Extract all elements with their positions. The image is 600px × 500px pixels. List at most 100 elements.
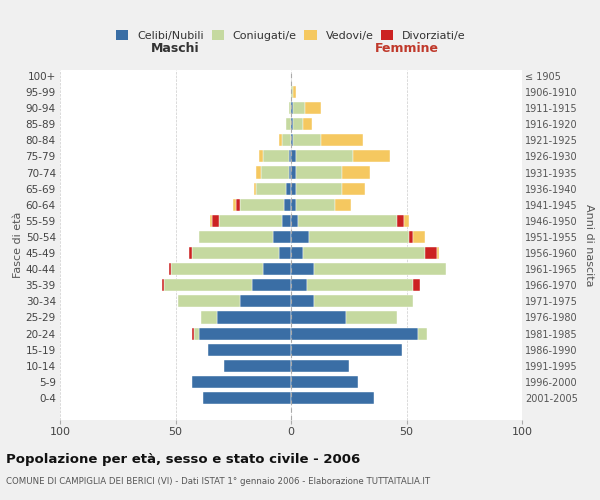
Bar [291, 166, 296, 178]
Bar [291, 344, 402, 356]
Bar [321, 134, 362, 146]
Bar [291, 312, 346, 324]
Bar [305, 102, 321, 114]
Bar [291, 328, 418, 340]
Bar [437, 247, 439, 259]
Bar [291, 231, 310, 243]
Bar [289, 150, 291, 162]
Bar [296, 198, 335, 211]
Bar [404, 215, 409, 227]
Bar [282, 215, 291, 227]
Bar [293, 134, 321, 146]
Bar [233, 198, 236, 211]
Bar [194, 328, 199, 340]
Bar [314, 296, 413, 308]
Bar [314, 263, 446, 275]
Bar [212, 215, 220, 227]
Bar [291, 86, 293, 98]
Bar [291, 215, 298, 227]
Bar [280, 134, 282, 146]
Bar [220, 215, 282, 227]
Bar [171, 263, 263, 275]
Bar [208, 344, 291, 356]
Bar [256, 166, 261, 178]
Bar [272, 231, 291, 243]
Bar [291, 118, 293, 130]
Bar [296, 150, 353, 162]
Bar [164, 279, 252, 291]
Bar [425, 247, 437, 259]
Bar [280, 247, 291, 259]
Bar [289, 166, 291, 178]
Y-axis label: Fasce di età: Fasce di età [13, 212, 23, 278]
Bar [296, 166, 342, 178]
Bar [240, 296, 291, 308]
Bar [291, 392, 374, 404]
Bar [291, 360, 349, 372]
Bar [335, 198, 351, 211]
Bar [291, 247, 302, 259]
Bar [161, 279, 164, 291]
Bar [256, 182, 286, 194]
Bar [224, 360, 291, 372]
Bar [342, 166, 370, 178]
Bar [346, 312, 397, 324]
Bar [286, 182, 291, 194]
Y-axis label: Anni di nascita: Anni di nascita [584, 204, 595, 286]
Bar [293, 86, 296, 98]
Bar [413, 279, 421, 291]
Bar [302, 118, 312, 130]
Bar [261, 166, 289, 178]
Bar [310, 231, 409, 243]
Bar [254, 182, 256, 194]
Bar [353, 150, 391, 162]
Bar [203, 392, 291, 404]
Bar [418, 328, 427, 340]
Bar [210, 215, 212, 227]
Bar [217, 312, 291, 324]
Bar [252, 279, 291, 291]
Legend: Celibi/Nubili, Coniugati/e, Vedovi/e, Divorziati/e: Celibi/Nubili, Coniugati/e, Vedovi/e, Di… [116, 30, 466, 41]
Bar [289, 102, 291, 114]
Bar [263, 150, 289, 162]
Bar [293, 118, 302, 130]
Bar [291, 198, 296, 211]
Bar [201, 312, 217, 324]
Bar [190, 247, 191, 259]
Bar [236, 198, 240, 211]
Bar [199, 328, 291, 340]
Bar [409, 231, 413, 243]
Bar [342, 182, 365, 194]
Bar [298, 215, 397, 227]
Bar [296, 182, 342, 194]
Bar [302, 247, 425, 259]
Bar [397, 215, 404, 227]
Bar [259, 150, 263, 162]
Bar [240, 198, 284, 211]
Bar [169, 263, 171, 275]
Bar [307, 279, 413, 291]
Bar [291, 263, 314, 275]
Text: Maschi: Maschi [151, 42, 200, 55]
Bar [291, 376, 358, 388]
Bar [291, 296, 314, 308]
Bar [291, 134, 293, 146]
Bar [291, 102, 293, 114]
Bar [293, 102, 305, 114]
Bar [286, 118, 291, 130]
Bar [413, 231, 425, 243]
Bar [282, 134, 291, 146]
Text: COMUNE DI CAMPIGLIA DEI BERICI (VI) - Dati ISTAT 1° gennaio 2006 - Elaborazione : COMUNE DI CAMPIGLIA DEI BERICI (VI) - Da… [6, 478, 430, 486]
Bar [284, 198, 291, 211]
Bar [291, 279, 307, 291]
Bar [263, 263, 291, 275]
Bar [199, 231, 272, 243]
Bar [191, 376, 291, 388]
Text: Popolazione per età, sesso e stato civile - 2006: Popolazione per età, sesso e stato civil… [6, 452, 360, 466]
Bar [291, 150, 296, 162]
Bar [191, 328, 194, 340]
Text: Femmine: Femmine [374, 42, 439, 55]
Bar [191, 247, 280, 259]
Bar [291, 182, 296, 194]
Bar [178, 296, 240, 308]
